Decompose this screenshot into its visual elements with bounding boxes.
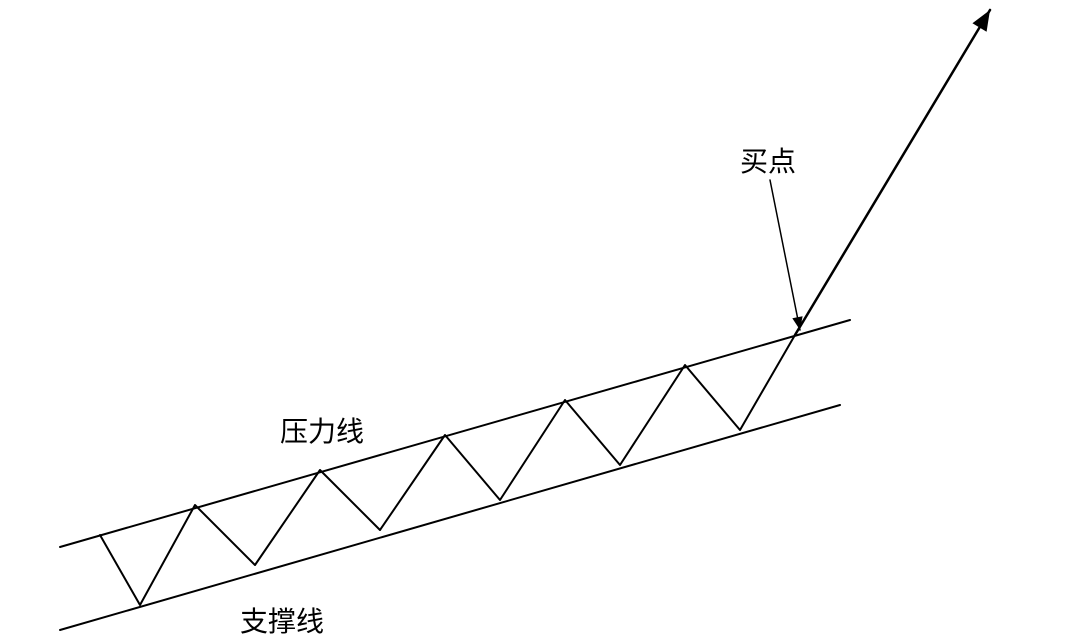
support-line-label: 支撑线 <box>240 600 324 640</box>
channel-breakout-diagram <box>0 0 1080 644</box>
buy-point-label: 买点 <box>740 140 796 180</box>
resistance-line-label: 压力线 <box>280 410 364 450</box>
